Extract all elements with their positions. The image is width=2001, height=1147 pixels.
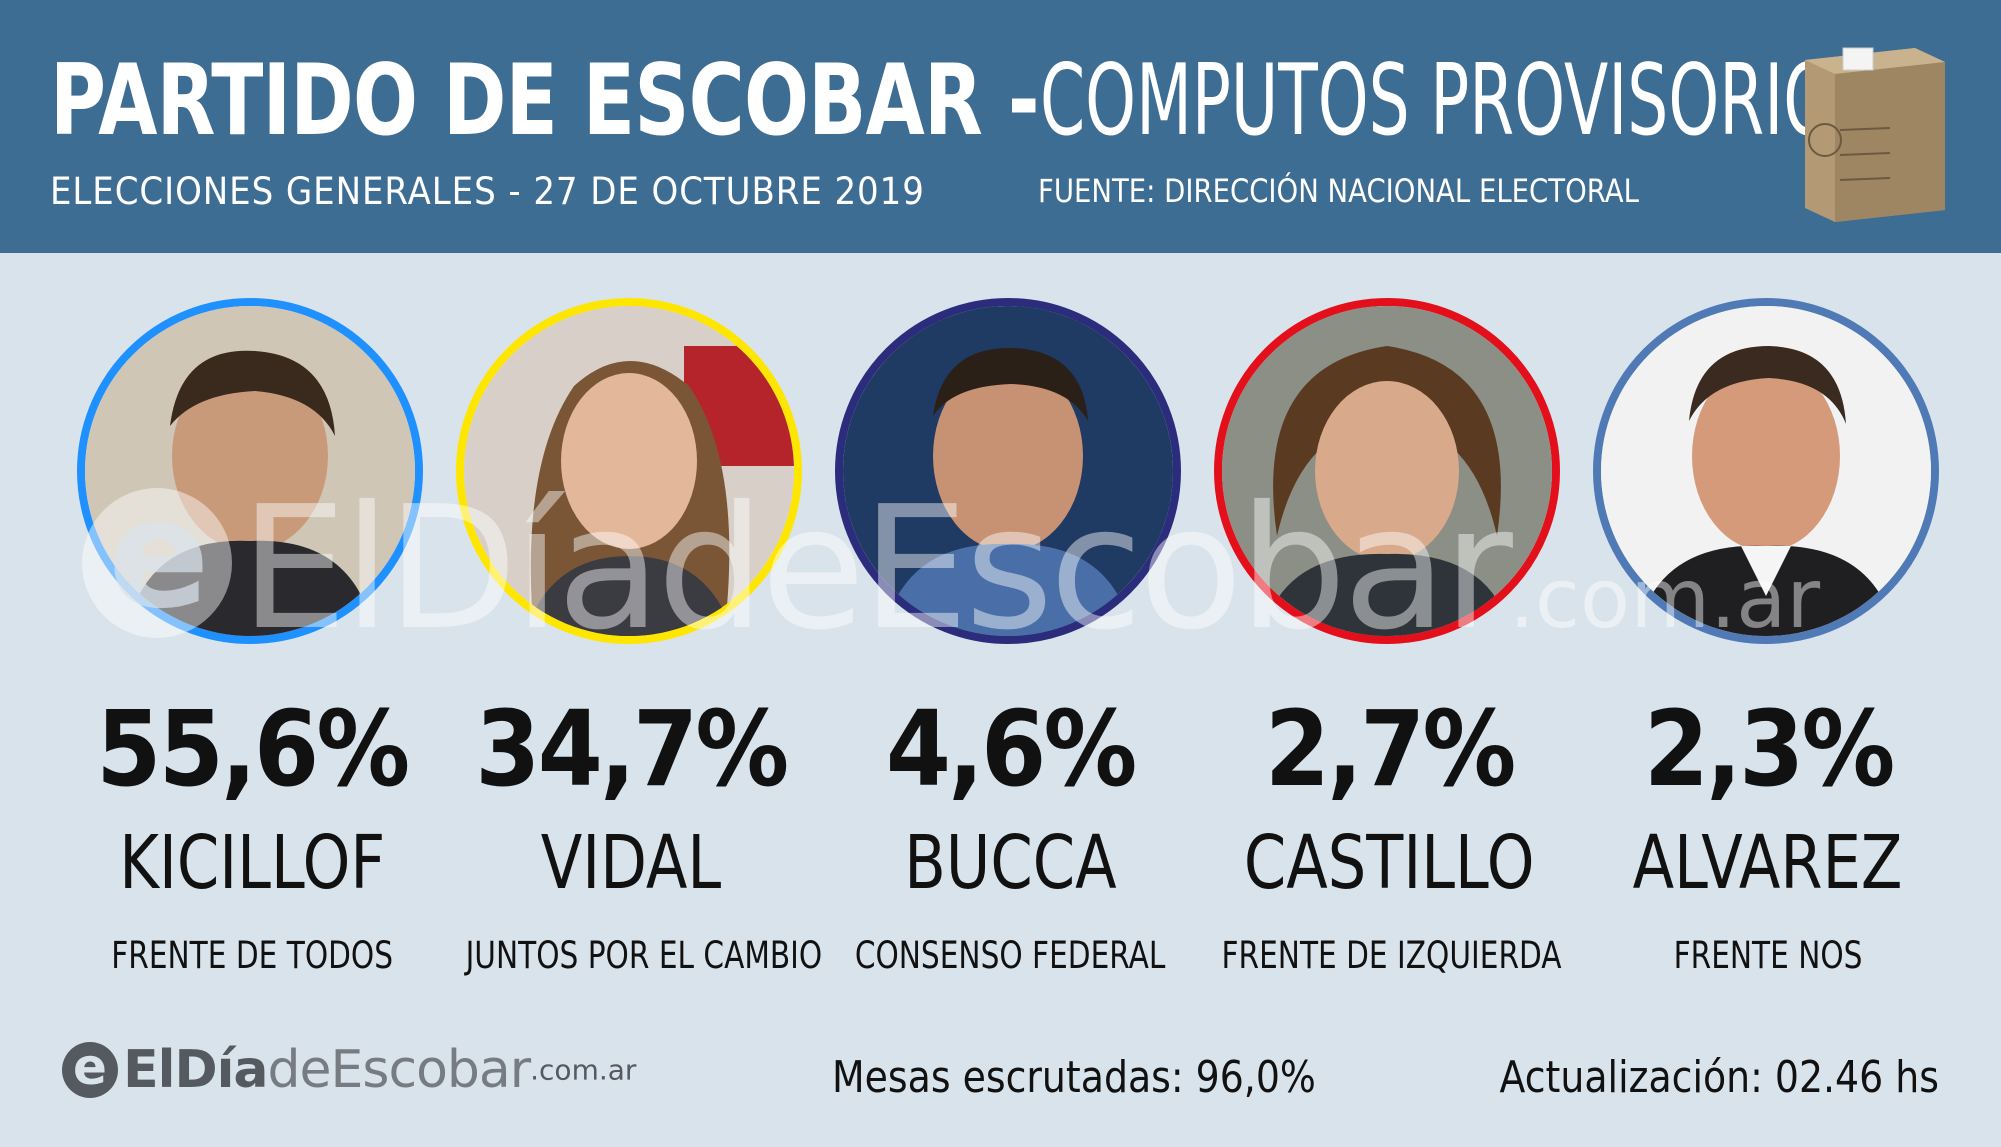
party-name: FRENTE DE TODOS <box>111 934 393 977</box>
vote-percent: 4,6% <box>885 688 1137 810</box>
portrait-icon <box>843 306 1173 636</box>
logo-e-icon: e <box>62 1042 118 1098</box>
title-light: COMPUTOS PROVISORIOS <box>1040 44 1876 158</box>
candidate-card: 55,6% KICILLOF FRENTE DE TODOS <box>62 298 442 998</box>
candidate-name: CASTILLO <box>1243 820 1535 906</box>
portrait-icon <box>1222 306 1552 636</box>
tables-counted: Mesas escrutadas: 96,0% <box>832 1052 1316 1103</box>
candidate-name: KICILLOF <box>118 820 386 906</box>
party-name: FRENTE NOS <box>1673 934 1863 977</box>
portrait-icon <box>464 306 794 636</box>
candidate-card: 2,7% CASTILLO FRENTE DE IZQUIERDA <box>1199 298 1579 998</box>
candidate-photo <box>835 298 1181 644</box>
party-name: JUNTOS POR EL CAMBIO <box>465 934 823 977</box>
candidate-photo <box>456 298 802 644</box>
candidate-card: 2,3% ALVAREZ FRENTE NOS <box>1578 298 1958 998</box>
candidate-name: VIDAL <box>540 820 722 906</box>
candidate-photo <box>1214 298 1560 644</box>
candidate-name: ALVAREZ <box>1633 820 1903 906</box>
candidate-name: BUCCA <box>903 820 1117 906</box>
party-name: FRENTE DE IZQUIERDA <box>1221 934 1562 977</box>
update-time: Actualización: 02.46 hs <box>1499 1052 1939 1103</box>
vote-percent: 55,6% <box>96 688 410 810</box>
portrait-icon <box>1601 306 1931 636</box>
subtitle: ELECCIONES GENERALES - 27 DE OCTUBRE 201… <box>50 170 925 213</box>
candidate-photo <box>1593 298 1939 644</box>
vote-percent: 2,7% <box>1264 688 1516 810</box>
portrait-icon <box>85 306 415 636</box>
vote-percent: 34,7% <box>475 688 789 810</box>
candidate-photo <box>77 298 423 644</box>
candidate-card: 34,7% VIDAL JUNTOS POR EL CAMBIO <box>441 298 822 998</box>
ballot-box-icon <box>1805 47 1945 222</box>
title-bold: PARTIDO DE ESCOBAR - <box>50 44 1040 158</box>
vote-percent: 2,3% <box>1643 688 1895 810</box>
header-banner: PARTIDO DE ESCOBAR - COMPUTOS PROVISORIO… <box>0 0 2001 253</box>
party-name: CONSENSO FEDERAL <box>854 934 1166 977</box>
footer-logo: e ElDíadeEscobar.com.ar <box>62 1040 636 1100</box>
source-note: FUENTE: DIRECCIÓN NACIONAL ELECTORAL <box>1038 172 1639 210</box>
candidate-card: 4,6% BUCCA CONSENSO FEDERAL <box>820 298 1200 998</box>
